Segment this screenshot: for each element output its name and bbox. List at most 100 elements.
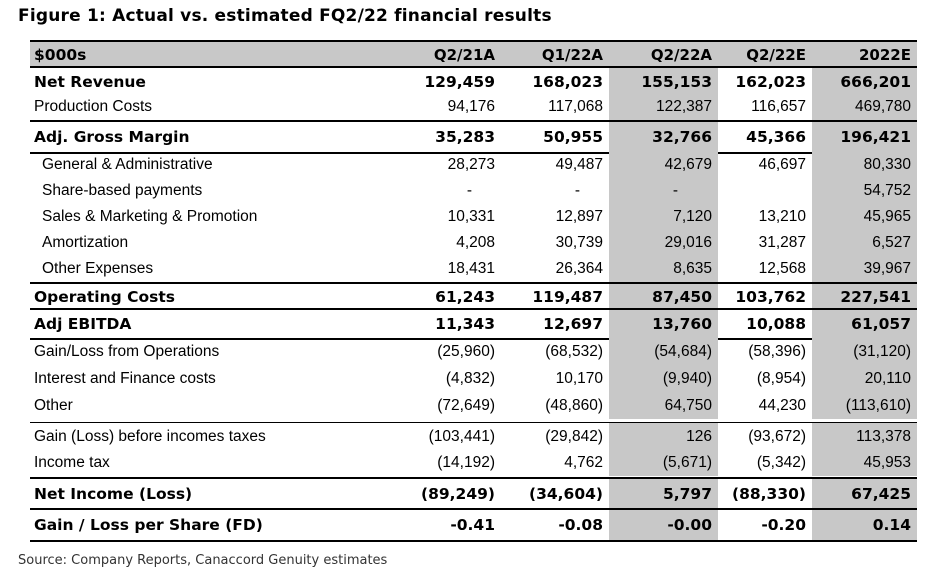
cell: 32,766 — [609, 122, 718, 152]
cell: 162,023 — [735, 72, 806, 91]
cell: (113,610) — [812, 392, 917, 419]
cell: 11,343 — [435, 315, 495, 333]
cell: 129,459 — [424, 72, 495, 91]
cell: 13,210 — [758, 208, 806, 225]
cell: 126 — [609, 423, 718, 450]
cell: 12,697 — [543, 315, 603, 333]
cell: 469,780 — [812, 93, 917, 120]
cell: 29,016 — [609, 230, 718, 256]
cell: 31,287 — [758, 234, 806, 251]
row-label: Operating Costs — [34, 288, 176, 306]
cell: 61,243 — [435, 288, 495, 306]
table-row: Other (72,649) (48,860) 64,750 44,230 (1… — [30, 392, 917, 419]
cell: 196,421 — [812, 122, 917, 152]
cell: 87,450 — [609, 284, 718, 310]
table-row: Share-based payments - - - 54,752 — [30, 178, 917, 204]
cell: 44,230 — [758, 396, 806, 414]
cell: 155,153 — [609, 68, 718, 95]
table-row: Production Costs 94,176 117,068 122,387 … — [30, 93, 917, 120]
table-row: Net Income (Loss) (89,249) (34,604) 5,79… — [30, 477, 917, 510]
cell: 10,088 — [746, 315, 806, 333]
cell: (54,684) — [609, 338, 718, 365]
cell: 227,541 — [812, 284, 917, 310]
cell: (25,960) — [437, 342, 495, 360]
table-row: Gain (Loss) before incomes taxes (103,44… — [30, 422, 917, 450]
cell: (88,330) — [732, 484, 806, 503]
cell: 46,697 — [758, 156, 806, 173]
cell: 119,487 — [532, 288, 603, 306]
cell: 103,762 — [735, 288, 806, 306]
cell: - — [609, 178, 718, 204]
cell: 10,170 — [555, 369, 603, 387]
header-2022e: 2022E — [859, 46, 911, 64]
cell: (34,604) — [529, 484, 603, 503]
row-label: Other — [34, 396, 73, 414]
row-label: Income tax — [34, 453, 110, 471]
table-row: Interest and Finance costs (4,832) 10,17… — [30, 365, 917, 392]
cell: 94,176 — [447, 97, 495, 115]
cell: (5,342) — [756, 453, 806, 471]
cell: (48,860) — [545, 396, 603, 414]
cell: (89,249) — [421, 484, 495, 503]
row-label: Adj. Gross Margin — [34, 128, 190, 146]
cell: 6,527 — [812, 230, 917, 256]
row-label: Sales & Marketing & Promotion — [42, 208, 258, 225]
figure-title: Figure 1: Actual vs. estimated FQ2/22 fi… — [18, 6, 552, 26]
cell: (4,832) — [445, 369, 495, 387]
cell: 10,331 — [447, 208, 495, 225]
cell: 45,953 — [812, 449, 917, 476]
cell: 28,273 — [447, 156, 495, 173]
cell: (9,940) — [609, 365, 718, 392]
cell: 13,760 — [609, 310, 718, 338]
cell: (14,192) — [437, 453, 495, 471]
cell: 45,366 — [746, 128, 806, 146]
header-q2-21a: Q2/21A — [433, 46, 495, 64]
cell: (5,671) — [609, 449, 718, 476]
cell: -0.08 — [558, 516, 603, 534]
cell: -0.00 — [609, 510, 718, 540]
row-label: Production Costs — [34, 97, 153, 115]
header-q1-22a: Q1/22A — [541, 46, 603, 64]
row-label: Other Expenses — [42, 260, 154, 277]
cell: (68,532) — [545, 342, 603, 360]
cell: 39,967 — [812, 256, 917, 282]
row-label: Amortization — [42, 234, 129, 251]
cell: 168,023 — [532, 72, 603, 91]
row-label: Gain/Loss from Operations — [34, 342, 220, 360]
row-label: Adj EBITDA — [34, 315, 132, 333]
table-row: Income tax (14,192) 4,762 (5,671) (5,342… — [30, 449, 917, 476]
cell: 4,762 — [564, 453, 603, 471]
table-header-row: $000s Q2/21A Q1/22A Q2/22A Q2/22E 2022E — [30, 40, 917, 68]
source-note: Source: Company Reports, Canaccord Genui… — [18, 553, 388, 568]
row-label: Gain (Loss) before incomes taxes — [34, 427, 266, 445]
cell: -0.20 — [761, 516, 806, 534]
cell: (93,672) — [748, 427, 806, 445]
cell: 5,797 — [609, 479, 718, 508]
cell: 42,679 — [609, 152, 718, 178]
row-label: General & Administrative — [42, 156, 213, 173]
cell: 117,068 — [548, 97, 603, 115]
header-label: $000s — [34, 46, 87, 64]
table-row: Adj. Gross Margin 35,283 50,955 32,766 4… — [30, 120, 917, 154]
cell: (29,842) — [545, 427, 603, 445]
cell: (8,954) — [756, 369, 806, 387]
table-row: General & Administrative 28,273 49,487 4… — [30, 152, 917, 178]
cell: 7,120 — [609, 204, 718, 230]
cell: 113,378 — [812, 423, 917, 450]
row-label: Net Income (Loss) — [34, 484, 193, 503]
table-row: Adj EBITDA 11,343 12,697 13,760 10,088 6… — [30, 308, 917, 340]
cell: 20,110 — [812, 365, 917, 392]
cell: 80,330 — [812, 152, 917, 178]
table-row: Operating Costs 61,243 119,487 87,450 10… — [30, 282, 917, 310]
cell: 45,965 — [812, 204, 917, 230]
cell: 12,568 — [758, 260, 806, 277]
table-row: Gain / Loss per Share (FD) -0.41 -0.08 -… — [30, 510, 917, 542]
cell: (58,396) — [748, 342, 806, 360]
row-label: Interest and Finance costs — [34, 369, 216, 387]
cell: -0.41 — [450, 516, 495, 534]
table-row: Amortization 4,208 30,739 29,016 31,287 … — [30, 230, 917, 256]
cell: (72,649) — [437, 396, 495, 414]
cell: 54,752 — [812, 178, 917, 204]
cell: 50,955 — [543, 128, 603, 146]
cell: - — [466, 182, 472, 199]
